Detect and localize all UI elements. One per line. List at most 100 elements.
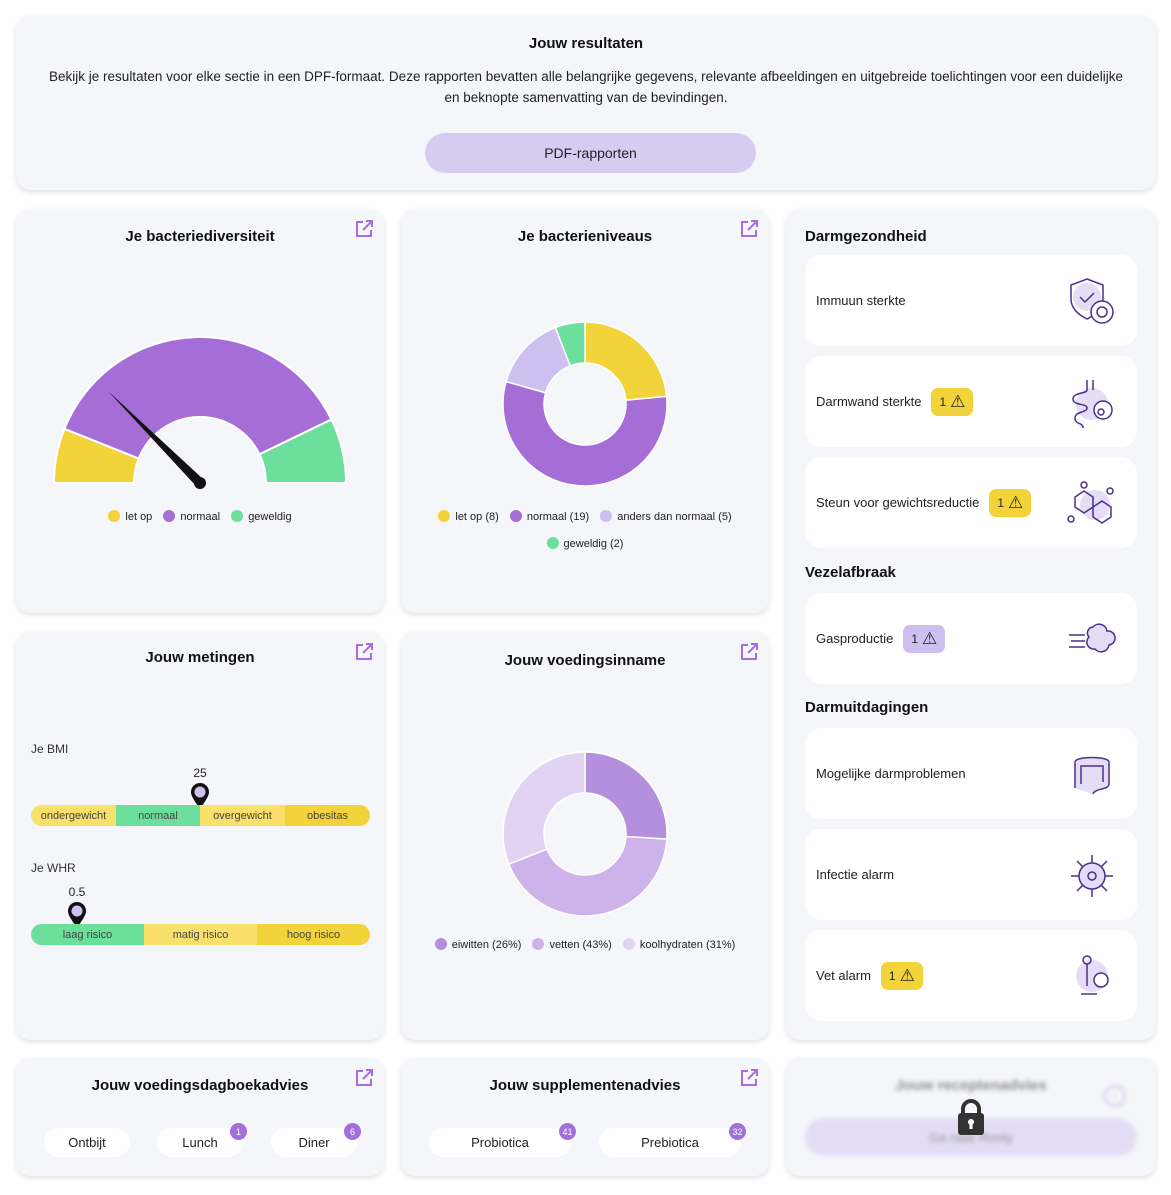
shield-virus-icon bbox=[1070, 278, 1114, 324]
legend-label: eiwitten (26%) bbox=[451, 939, 522, 951]
external-link-icon[interactable] bbox=[739, 1068, 759, 1088]
pill-probiotica[interactable]: Probiotica bbox=[429, 1128, 571, 1157]
legend-dot bbox=[438, 510, 451, 522]
item-steun-gewichtsreductie[interactable]: Steun voor gewichtsreductie 1 ⚠ bbox=[805, 457, 1137, 548]
nutrition-card: Jouw voedingsinname eiwitten (26%) vette… bbox=[401, 632, 769, 1040]
legend-item: anders dan normaal (5) bbox=[600, 504, 732, 531]
legend-dot bbox=[434, 938, 447, 950]
results-header: Jouw resultaten Bekijk je resultaten voo… bbox=[16, 16, 1156, 190]
food-diary-title: Jouw voedingsdagboekadvies bbox=[91, 1077, 309, 1094]
item-label: Gasproductie bbox=[816, 631, 894, 646]
nutrition-title: Jouw voedingsinname bbox=[504, 652, 666, 669]
food-diary-card: Jouw voedingsdagboekadvies Ontbijt Lunch… bbox=[16, 1058, 384, 1176]
gauge-segment-normaal bbox=[63, 336, 333, 460]
gut-health-card: Darmgezondheid Immuun sterkte Darmwand s… bbox=[786, 209, 1156, 1040]
legend-label: let op bbox=[125, 511, 153, 523]
legend-dot bbox=[600, 510, 613, 522]
external-link-icon[interactable] bbox=[739, 642, 759, 662]
diversity-title: Je bacteriediversiteit bbox=[125, 228, 275, 245]
item-darmproblemen[interactable]: Mogelijke darmproblemen bbox=[805, 728, 1137, 819]
legend-label: let op (8) bbox=[455, 511, 499, 523]
bmi-scale: ondergewicht normaal overgewicht obesita… bbox=[31, 805, 370, 826]
supplement-title: Jouw supplementenadvies bbox=[489, 1077, 681, 1094]
warning-count: 1 bbox=[997, 495, 1004, 510]
pill-prebiotica[interactable]: Prebiotica bbox=[599, 1128, 741, 1157]
slice-let-op bbox=[584, 321, 668, 402]
legend-item: normaal bbox=[163, 504, 220, 531]
external-link-icon[interactable] bbox=[739, 219, 759, 239]
warning-count: 1 bbox=[939, 394, 947, 409]
legend-item: vetten (43%) bbox=[532, 932, 612, 959]
gas-cloud-icon bbox=[1069, 623, 1116, 653]
weight-scale-icon bbox=[1076, 955, 1109, 995]
warning-count: 1 bbox=[888, 968, 896, 983]
slice-eiwitten bbox=[584, 751, 668, 840]
item-immuun-sterkte[interactable]: Immuun sterkte bbox=[805, 255, 1137, 346]
item-label: Infectie alarm bbox=[816, 867, 895, 882]
legend-item: let op (8) bbox=[438, 504, 499, 531]
item-darmwand-sterkte[interactable]: Darmwand sterkte 1 ⚠ bbox=[805, 356, 1137, 447]
gauge-segment-geweldig bbox=[258, 418, 348, 484]
warning-count: 1 bbox=[911, 631, 919, 646]
diversity-gauge bbox=[52, 336, 348, 489]
whr-segment: hoog risico bbox=[257, 924, 370, 945]
warning-icon: ⚠ bbox=[899, 965, 915, 985]
item-label: Mogelijke darmproblemen bbox=[816, 766, 966, 781]
pill-lunch[interactable]: Lunch bbox=[157, 1128, 243, 1157]
item-vet-alarm[interactable]: Vet alarm 1 ⚠ bbox=[805, 930, 1137, 1021]
legend-label: normaal (19) bbox=[526, 511, 590, 523]
gauge-needle bbox=[108, 391, 204, 487]
legend-dot bbox=[546, 537, 559, 549]
slice-geweldig bbox=[554, 321, 586, 367]
whr-marker-icon bbox=[68, 902, 86, 928]
warning-icon: ⚠ bbox=[950, 391, 966, 411]
legend-dot bbox=[231, 510, 244, 522]
molecule-icon bbox=[1067, 481, 1114, 524]
bmi-segment: overgewicht bbox=[200, 805, 285, 826]
whr-segment: laag risico bbox=[31, 924, 144, 945]
slice-normaal bbox=[502, 380, 668, 487]
pdf-reports-button[interactable]: PDF-rapporten bbox=[425, 133, 756, 173]
recipes-card-locked: Jouw receptenadvies i Ga naar Rooty bbox=[786, 1058, 1156, 1176]
external-link-icon[interactable] bbox=[354, 642, 374, 662]
legend-dot bbox=[163, 510, 176, 522]
external-link-icon[interactable] bbox=[354, 219, 374, 239]
virus-icon bbox=[1071, 855, 1113, 897]
pill-diner[interactable]: Diner bbox=[271, 1128, 357, 1157]
legend-dot bbox=[532, 938, 545, 950]
page-title: Jouw resultaten bbox=[528, 35, 644, 52]
external-link-icon[interactable] bbox=[354, 1068, 374, 1088]
item-gasproductie[interactable]: Gasproductie 1 ⚠ bbox=[805, 593, 1137, 684]
legend-label: normaal bbox=[180, 511, 221, 523]
legend-label: koolhydraten (31%) bbox=[639, 939, 736, 951]
pill-ontbijt[interactable]: Ontbijt bbox=[44, 1128, 130, 1157]
item-infectie-alarm[interactable]: Infectie alarm bbox=[805, 829, 1137, 920]
nutrition-legend: eiwitten (26%) vetten (43%) koolhydraten… bbox=[401, 932, 769, 959]
colon-icon bbox=[1074, 756, 1110, 795]
item-label: Immuun sterkte bbox=[816, 293, 906, 308]
bmi-value: 25 bbox=[193, 766, 207, 780]
slice-vetten bbox=[507, 835, 668, 917]
warning-badge: 1 ⚠ bbox=[989, 488, 1032, 517]
levels-donut-chart bbox=[502, 321, 668, 487]
legend-item: let op bbox=[108, 504, 152, 531]
gut-health-title: Darmgezondheid bbox=[805, 228, 927, 245]
description: Bekijk je resultaten voor elke sectie in… bbox=[49, 69, 1123, 105]
measurements-card: Jouw metingen Je BMI 25 ondergewicht nor… bbox=[16, 632, 384, 1040]
warning-icon: ⚠ bbox=[1008, 492, 1024, 512]
bmi-segment: normaal bbox=[116, 805, 200, 826]
legend-item: normaal (19) bbox=[509, 504, 590, 531]
bmi-segment: ondergewicht bbox=[31, 805, 116, 826]
legend-item: koolhydraten (31%) bbox=[622, 932, 736, 959]
warning-icon: ⚠ bbox=[922, 628, 938, 648]
intestine-icon bbox=[1072, 380, 1113, 429]
count-badge: 6 bbox=[344, 1123, 361, 1140]
whr-label: Je WHR bbox=[31, 861, 76, 875]
count-badge: 32 bbox=[729, 1123, 746, 1140]
warning-badge: 1 ⚠ bbox=[880, 961, 923, 990]
item-label: Steun voor gewichtsreductie bbox=[816, 495, 980, 510]
count-badge: 1 bbox=[230, 1123, 247, 1140]
supplement-card: Jouw supplementenadvies Probiotica 41 Pr… bbox=[401, 1058, 769, 1176]
item-label: Vet alarm bbox=[816, 968, 871, 983]
bmi-marker-icon bbox=[191, 783, 209, 809]
